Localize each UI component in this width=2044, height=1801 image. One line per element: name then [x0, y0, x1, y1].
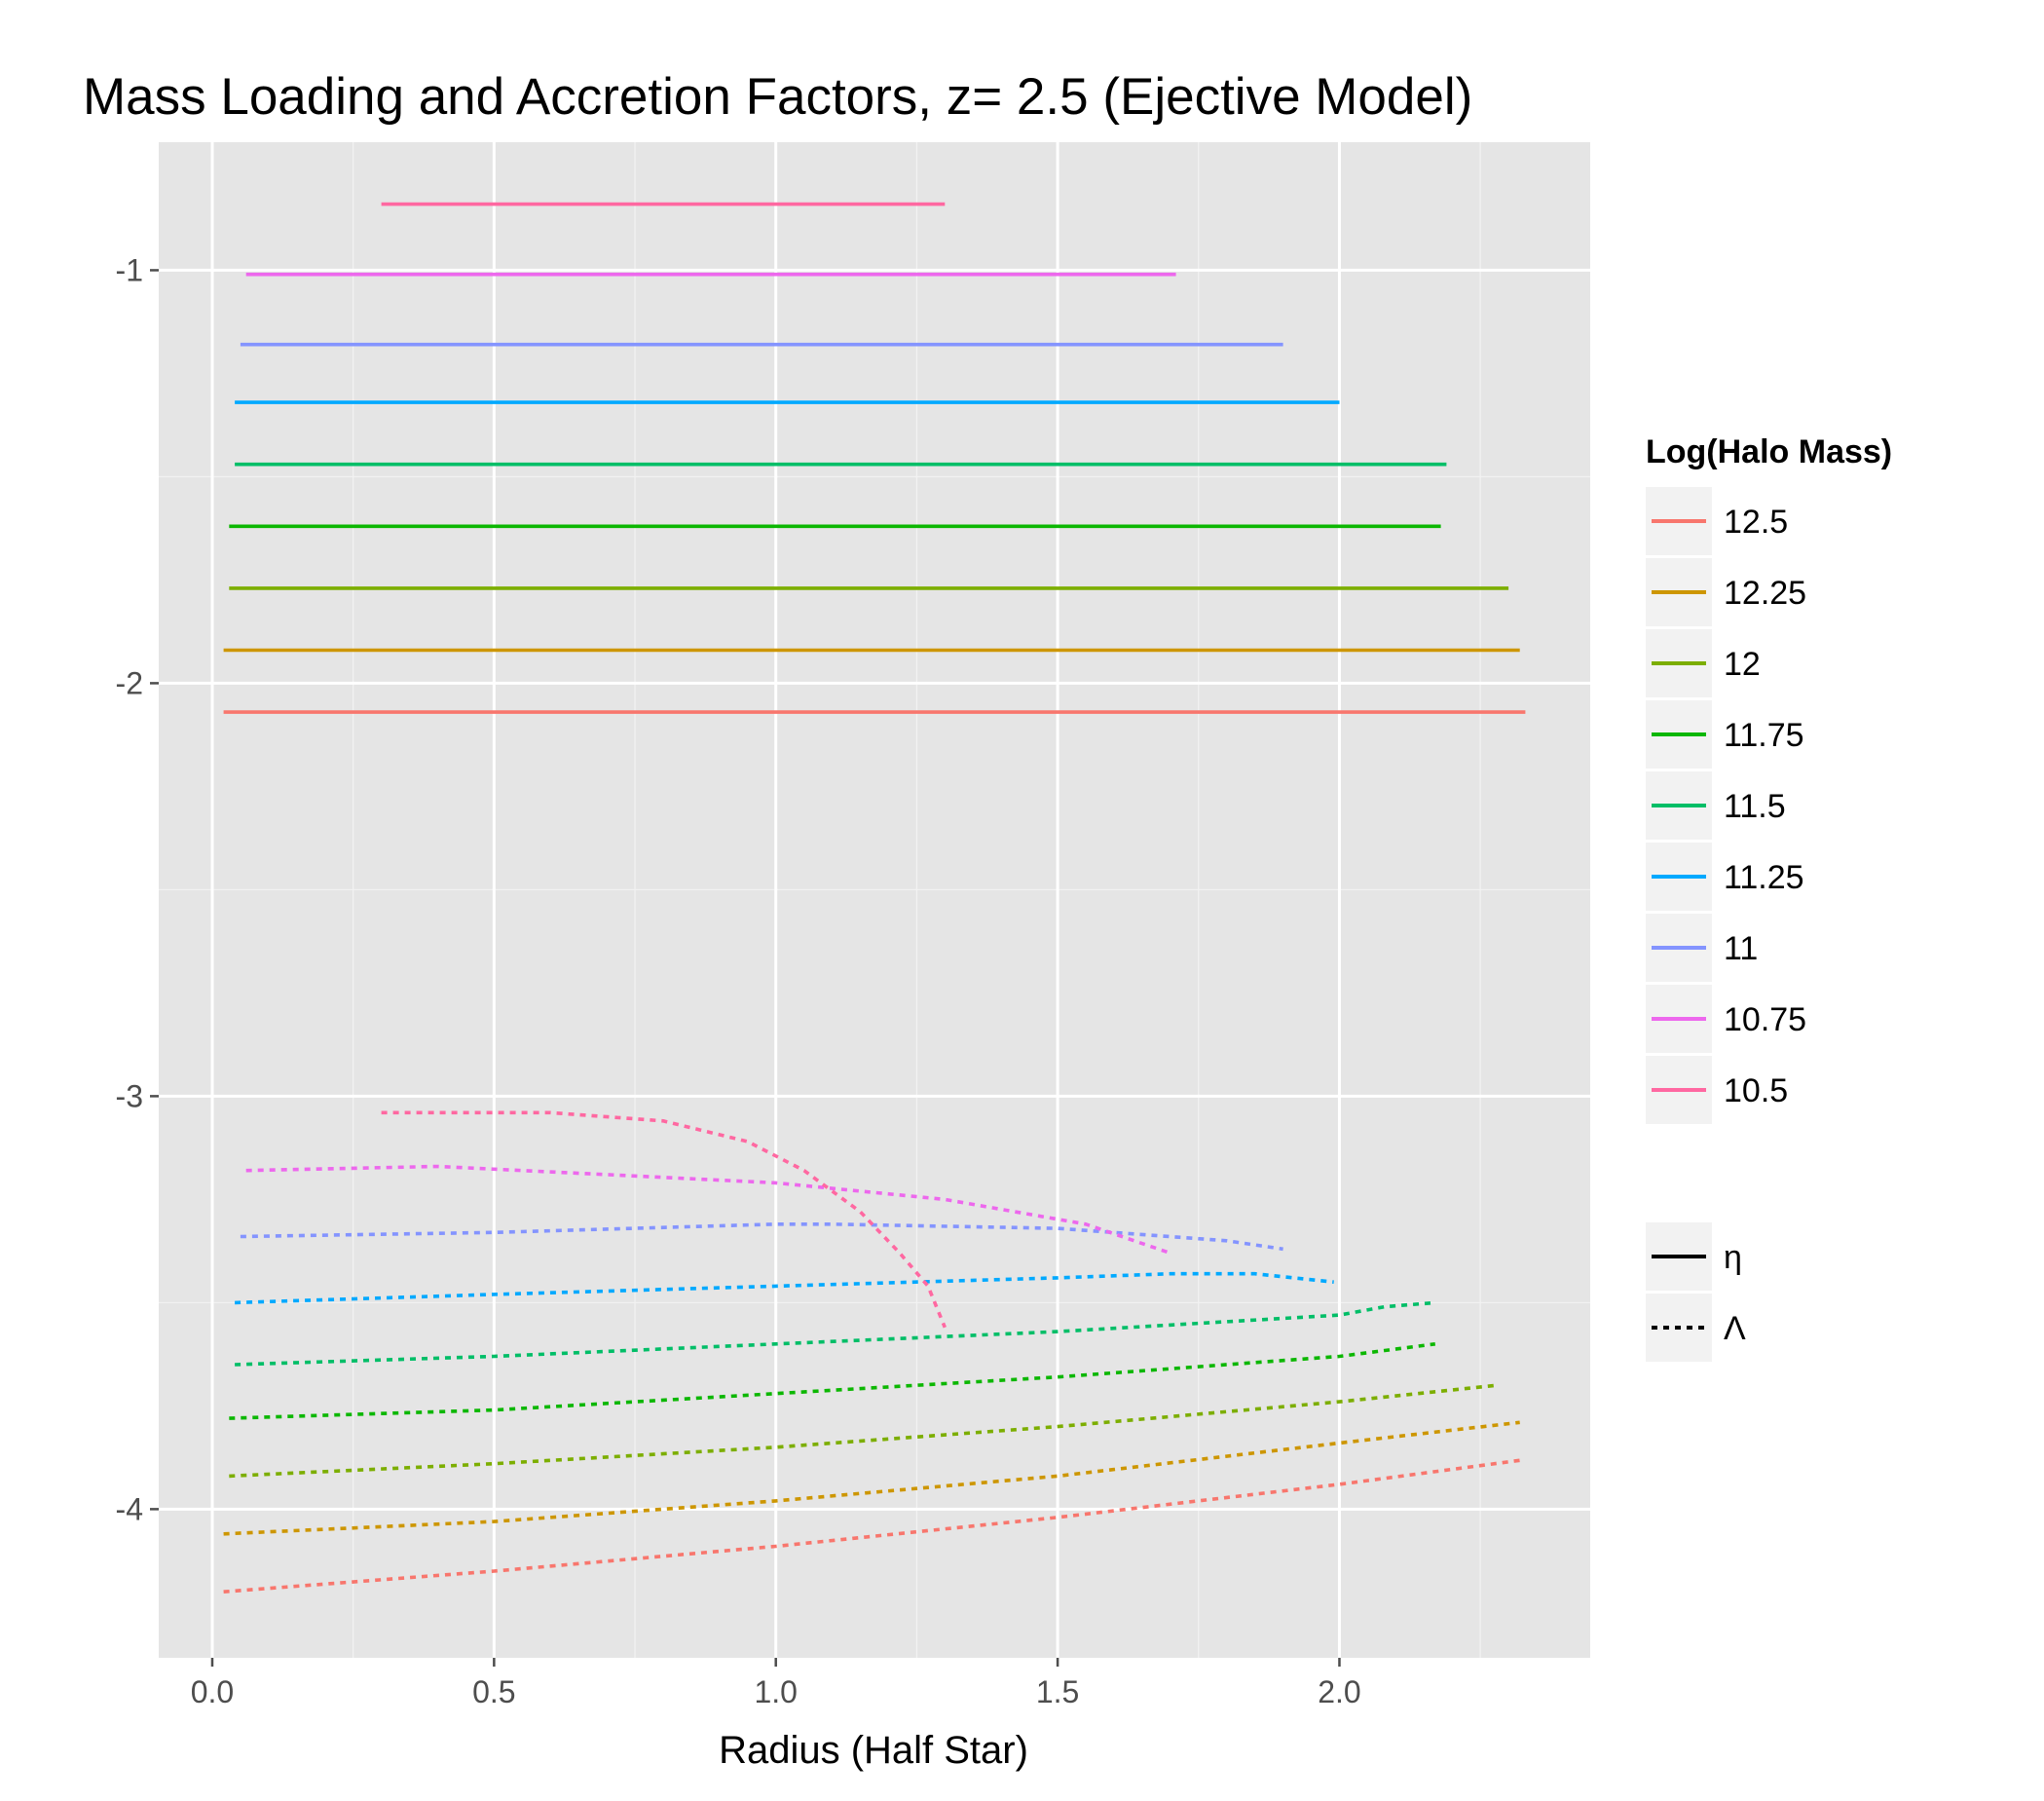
lambda-line-10.75: [245, 1164, 1171, 1256]
lambda-line-11: [240, 1222, 1283, 1252]
plot-panel: [159, 142, 1590, 1658]
legend-label: 12.25: [1724, 575, 1806, 612]
x-tick-label: 0.5: [472, 1674, 515, 1709]
series-11.25: [235, 400, 1340, 1305]
y-tick-label: -4: [116, 1491, 143, 1526]
legend-label: 10.5: [1724, 1072, 1788, 1109]
legend-label: 11.75: [1724, 717, 1804, 754]
x-tick-label: 0.0: [191, 1674, 234, 1709]
y-tick-label: -2: [116, 665, 143, 700]
lambda-line-11.25: [235, 1271, 1334, 1305]
x-tick-label: 2.0: [1318, 1674, 1360, 1709]
series-11: [240, 342, 1283, 1252]
plot-background: [159, 142, 1590, 1658]
y-tick-label: -1: [116, 252, 143, 287]
x-axis-title: Radius (Half Star): [719, 1729, 1028, 1772]
y-axis: -1 -2 -3 -4: [116, 252, 159, 1526]
x-tick-label: 1.5: [1036, 1674, 1079, 1709]
legend-label: 11.25: [1724, 859, 1804, 896]
series-12.5: [223, 710, 1526, 1594]
lambda-line-11.5: [235, 1300, 1435, 1367]
legend-label: 12.5: [1724, 504, 1788, 541]
legend-label: Λ: [1724, 1310, 1746, 1347]
series-11.75: [229, 524, 1441, 1420]
lambda-line-12.5: [223, 1457, 1526, 1594]
series-10.5: [381, 202, 947, 1329]
legend-label: 10.75: [1724, 1001, 1806, 1038]
legend: Log(Halo Mass) 12.5 12.25 12 11.75 11.5 11.25 1…: [1646, 433, 1892, 1362]
legend-label: 12: [1724, 646, 1761, 683]
legend-title: Log(Halo Mass): [1646, 433, 1892, 470]
series-12: [229, 586, 1509, 1479]
chart-title: Mass Loading and Accretion Factors, z= 2…: [83, 68, 1472, 126]
lambda-line-12.25: [223, 1420, 1520, 1536]
y-tick-label: -3: [116, 1078, 143, 1113]
x-tick-label: 1.0: [754, 1674, 797, 1709]
lambda-line-10.5: [381, 1110, 947, 1329]
legend-label: 11: [1724, 930, 1758, 967]
legend-label: η: [1724, 1239, 1742, 1276]
series-12.25: [223, 648, 1520, 1536]
x-axis: 0.0 0.5 1.0 1.5 2.0: [191, 1658, 1361, 1709]
series-11.5: [235, 462, 1447, 1367]
legend-label: 11.5: [1724, 788, 1786, 825]
series-10.75: [245, 272, 1176, 1256]
